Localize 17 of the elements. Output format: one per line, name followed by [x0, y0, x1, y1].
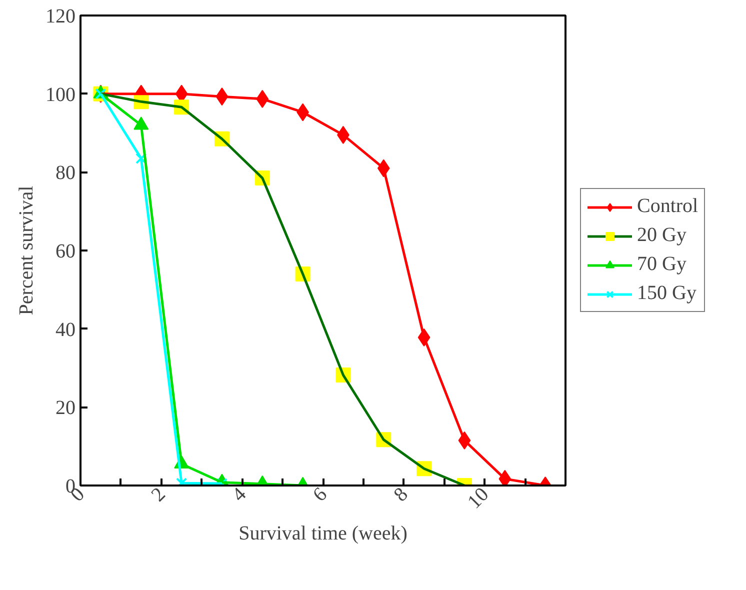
x-tick-label: 2: [147, 483, 170, 506]
legend-label: Control: [637, 195, 698, 218]
y-tick-label: 20: [56, 397, 76, 420]
x-tick-label: 10: [463, 483, 494, 514]
y-tick-label: 40: [56, 318, 76, 341]
x-axis-title: Survival time (week): [238, 522, 408, 545]
legend-label: 150 Gy: [637, 282, 696, 305]
legend-label: 70 Gy: [637, 253, 686, 276]
y-axis-title: Percent survival: [16, 185, 38, 316]
legend-label: 20 Gy: [637, 224, 686, 247]
x-tick-label: 8: [390, 483, 412, 506]
y-tick-label: 120: [46, 6, 76, 28]
y-tick-label: 80: [56, 162, 76, 184]
y-tick-label: 100: [46, 84, 76, 106]
x-tick-label: 6: [308, 483, 332, 506]
y-tick-label: 60: [56, 240, 76, 262]
x-tick-label: 4: [228, 483, 251, 506]
